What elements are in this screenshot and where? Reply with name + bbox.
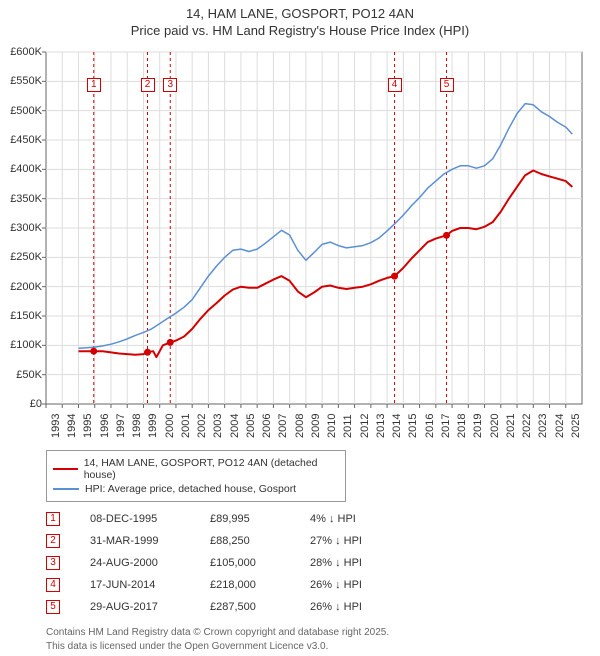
x-tick-label: 1999 — [147, 424, 159, 438]
tx-price: £105,000 — [210, 552, 310, 574]
chart-title-1: 14, HAM LANE, GOSPORT, PO12 4AN — [0, 6, 600, 21]
x-tick-label: 2009 — [310, 424, 322, 438]
tx-delta: 26% ↓ HPI — [310, 574, 410, 596]
x-tick-label: 2015 — [407, 424, 419, 438]
legend-item: 14, HAM LANE, GOSPORT, PO12 4AN (detache… — [53, 457, 339, 481]
x-tick-label: 1996 — [99, 424, 111, 438]
y-tick-label: £500K — [2, 105, 42, 117]
y-tick-label: £0 — [2, 398, 42, 410]
x-tick-label: 2008 — [294, 424, 306, 438]
tx-date: 24-AUG-2000 — [90, 552, 210, 574]
x-tick-label: 1997 — [115, 424, 127, 438]
x-tick-label: 2020 — [489, 424, 501, 438]
table-row: 3 24-AUG-2000£105,00028% ↓ HPI — [46, 552, 410, 574]
x-tick-label: 2002 — [196, 424, 208, 438]
x-tick-label: 1995 — [82, 424, 94, 438]
x-tick-label: 2017 — [440, 424, 452, 438]
footer-line-2: This data is licensed under the Open Gov… — [46, 640, 600, 654]
tx-price: £88,250 — [210, 530, 310, 552]
chart-marker-1: 1 — [87, 78, 101, 92]
chart-marker-3: 3 — [163, 78, 177, 92]
tx-date: 08-DEC-1995 — [90, 508, 210, 530]
y-tick-label: £350K — [2, 193, 42, 205]
tx-price: £89,995 — [210, 508, 310, 530]
legend-label: 14, HAM LANE, GOSPORT, PO12 4AN (detache… — [84, 457, 339, 481]
tx-marker: 3 — [46, 556, 60, 570]
tx-delta: 28% ↓ HPI — [310, 552, 410, 574]
table-row: 1 08-DEC-1995£89,9954% ↓ HPI — [46, 508, 410, 530]
tx-date: 17-JUN-2014 — [90, 574, 210, 596]
y-tick-label: £550K — [2, 75, 42, 87]
tx-delta: 4% ↓ HPI — [310, 508, 410, 530]
legend-item: HPI: Average price, detached house, Gosp… — [53, 483, 339, 495]
x-tick-label: 2000 — [164, 424, 176, 438]
x-tick-label: 1998 — [131, 424, 143, 438]
tx-price: £218,000 — [210, 574, 310, 596]
y-tick-label: £150K — [2, 310, 42, 322]
x-tick-label: 2024 — [554, 424, 566, 438]
tx-date: 29-AUG-2017 — [90, 596, 210, 618]
tx-marker: 5 — [46, 600, 60, 614]
x-tick-label: 2021 — [505, 424, 517, 438]
footer-line-1: Contains HM Land Registry data © Crown c… — [46, 626, 600, 640]
tx-marker: 2 — [46, 534, 60, 548]
y-tick-label: £600K — [2, 46, 42, 58]
table-row: 5 29-AUG-2017£287,50026% ↓ HPI — [46, 596, 410, 618]
x-tick-label: 2011 — [342, 424, 354, 438]
x-tick-label: 2001 — [180, 424, 192, 438]
transactions-table: 108-DEC-1995£89,9954% ↓ HPI231-MAR-1999£… — [46, 508, 410, 618]
x-tick-label: 2025 — [570, 424, 582, 438]
tx-marker: 4 — [46, 578, 60, 592]
legend-label: HPI: Average price, detached house, Gosp… — [85, 483, 296, 495]
chart-svg — [0, 42, 600, 442]
x-tick-label: 2022 — [521, 424, 533, 438]
x-tick-label: 2016 — [424, 424, 436, 438]
x-tick-label: 2014 — [391, 424, 403, 438]
tx-marker: 1 — [46, 512, 60, 526]
y-tick-label: £100K — [2, 339, 42, 351]
x-tick-label: 2007 — [277, 424, 289, 438]
legend: 14, HAM LANE, GOSPORT, PO12 4AN (detache… — [46, 450, 346, 502]
table-row: 4 17-JUN-2014£218,00026% ↓ HPI — [46, 574, 410, 596]
y-tick-label: £400K — [2, 163, 42, 175]
x-tick-label: 1994 — [66, 424, 78, 438]
chart-area: £0 £50K £100K £150K £200K £250K £300K £350K £400… — [0, 42, 600, 442]
chart-marker-2: 2 — [141, 78, 155, 92]
tx-delta: 27% ↓ HPI — [310, 530, 410, 552]
tx-price: £287,500 — [210, 596, 310, 618]
x-tick-label: 1993 — [50, 424, 62, 438]
x-tick-label: 2023 — [537, 424, 549, 438]
tx-date: 31-MAR-1999 — [90, 530, 210, 552]
y-tick-label: £300K — [2, 222, 42, 234]
chart-marker-4: 4 — [388, 78, 402, 92]
x-tick-label: 2005 — [245, 424, 257, 438]
footer: Contains HM Land Registry data © Crown c… — [46, 626, 600, 653]
x-tick-label: 2003 — [212, 424, 224, 438]
x-tick-label: 2006 — [261, 424, 273, 438]
x-tick-label: 2012 — [359, 424, 371, 438]
y-tick-label: £50K — [2, 369, 42, 381]
table-row: 2 31-MAR-1999£88,25027% ↓ HPI — [46, 530, 410, 552]
x-tick-label: 2010 — [326, 424, 338, 438]
y-tick-label: £250K — [2, 251, 42, 263]
x-tick-label: 2013 — [375, 424, 387, 438]
chart-marker-5: 5 — [440, 78, 454, 92]
x-tick-label: 2018 — [456, 424, 468, 438]
x-tick-label: 2004 — [229, 424, 241, 438]
tx-delta: 26% ↓ HPI — [310, 596, 410, 618]
y-tick-label: £200K — [2, 281, 42, 293]
x-tick-label: 2019 — [472, 424, 484, 438]
y-tick-label: £450K — [2, 134, 42, 146]
chart-title-2: Price paid vs. HM Land Registry's House … — [0, 23, 600, 38]
legend-swatch — [53, 468, 78, 470]
legend-swatch — [53, 488, 79, 490]
